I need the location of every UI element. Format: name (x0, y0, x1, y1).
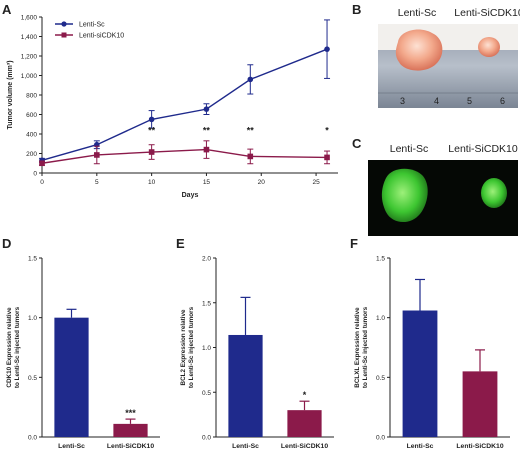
photo-b-label-si: Lenti-SiCDK10 (454, 7, 520, 19)
significance-label: * (325, 126, 329, 136)
data-point (203, 106, 210, 112)
y-axis-label: to Lenti-Sc injected tumors (362, 306, 369, 388)
y-tick-label: 2.0 (202, 256, 211, 263)
panel-label-a: A (2, 2, 12, 17)
data-point (324, 154, 330, 161)
y-tick-label: 1.0 (202, 345, 211, 352)
y-tick-label: 0.0 (28, 435, 37, 442)
legend-label-sc: Lenti-Sc (79, 22, 105, 29)
chart-a: 0 200 400 600 800 1,000 1,200 1,400 1,600 0 5 10 15 2… (7, 15, 338, 199)
data-point (247, 76, 254, 83)
y-tick-label: 600 (26, 112, 37, 119)
bar (54, 317, 89, 437)
panel-label-c: C (352, 136, 362, 151)
series-line (41, 148, 328, 164)
bar (287, 410, 322, 437)
y-tick-label: 0.5 (28, 375, 37, 382)
tumor-sc-fluorescence (381, 168, 428, 223)
x-tick-label: Lenti-Sc (232, 443, 259, 449)
y-axis-label: CDK10 Expression relative (6, 307, 13, 388)
ruler-mark: 4 (434, 96, 439, 106)
y-tick-label: 1,400 (21, 34, 38, 41)
tumor-si-image (478, 37, 500, 57)
significance-label: ** (148, 126, 156, 136)
legend-marker-sc (61, 21, 67, 27)
y-tick-label: 0.5 (202, 390, 211, 397)
chart-d: 0.0 0.5 1.0 1.5 CDK10 Expression relative to … (6, 256, 160, 449)
panel-label-f: F (350, 236, 358, 251)
y-axis-label: to Lenti-Sc injected tumors (14, 306, 21, 388)
y-tick-label: 1.0 (376, 315, 385, 322)
y-axis-label: Tumor volume (mm³) (7, 60, 14, 129)
photo-c-label-si: Lenti-SiCDK10 (448, 143, 518, 155)
x-tick-label: 20 (258, 179, 266, 186)
x-tick-label: 10 (148, 179, 156, 186)
y-axis-label: to Lenti-Sc injected tumors (188, 306, 195, 388)
legend-label-si: Lenti-siCDK10 (79, 33, 124, 40)
ruler-mark: 3 (400, 96, 405, 106)
y-tick-label: 1,600 (21, 15, 38, 22)
panel-label-b: B (352, 2, 361, 17)
y-tick-label: 1.0 (28, 315, 37, 322)
data-point (148, 116, 155, 123)
x-tick-label: Lenti-Sc (58, 443, 85, 449)
significance-label: ** (203, 126, 211, 136)
panel-label-d: D (2, 236, 11, 251)
tumor-sc-image (395, 29, 443, 71)
x-axis-label: Days (182, 192, 199, 199)
data-point (203, 146, 210, 153)
ruler-mark: 5 (467, 96, 472, 106)
photo-panel-c: Lenti-Sc Lenti-SiCDK10 (368, 143, 518, 236)
data-point (247, 153, 254, 160)
data-point (94, 152, 100, 158)
x-tick-label: 5 (95, 179, 99, 186)
x-tick-label: Lenti-SiCDK10 (456, 443, 503, 449)
x-tick-label: 15 (203, 179, 211, 186)
y-tick-label: 0 (33, 171, 37, 178)
bar (228, 334, 263, 437)
x-tick-label: Lenti-Sc (407, 443, 434, 449)
y-tick-label: 0.0 (202, 435, 211, 442)
chart-e: 0.0 0.5 1.0 1.5 2.0 BCL2 Expression relative t… (180, 256, 334, 449)
tumor-si-fluorescence (481, 178, 507, 208)
y-tick-label: 1,200 (21, 54, 38, 61)
bar (402, 310, 438, 437)
y-tick-label: 200 (26, 151, 37, 158)
x-tick-label: 0 (40, 179, 44, 186)
data-point (324, 46, 330, 52)
x-tick-label: 25 (312, 179, 320, 186)
y-tick-label: 1.5 (202, 300, 211, 307)
y-tick-label: 1.5 (28, 256, 37, 263)
panel-label-e: E (176, 236, 185, 251)
y-tick-label: 1.5 (376, 256, 385, 263)
x-tick-label: Lenti-SiCDK10 (281, 443, 328, 449)
significance-label: * (303, 390, 307, 400)
significance-label: *** (125, 408, 136, 418)
x-tick-label: Lenti-SiCDK10 (107, 443, 154, 449)
ruler-mark: 6 (500, 96, 505, 106)
legend-marker-si (61, 32, 67, 38)
chart-f: 0.0 0.5 1.0 1.5 BCLXL Expression relative to … (354, 256, 510, 449)
photo-b-label-sc: Lenti-Sc (398, 7, 437, 19)
series-line (41, 48, 328, 161)
photo-panel-b: 3 4 5 6 Lenti-Sc Lenti-SiCDK10 (378, 7, 520, 108)
data-point (39, 160, 45, 167)
y-axis-label: BCLXL Expression relative (354, 307, 361, 388)
y-tick-label: 400 (26, 132, 37, 139)
bar (113, 423, 148, 437)
y-tick-label: 0.5 (376, 375, 385, 382)
data-point (148, 149, 155, 155)
significance-label: ** (247, 126, 255, 136)
bar (462, 371, 498, 437)
y-tick-label: 1,000 (21, 73, 38, 80)
y-tick-label: 0.0 (376, 435, 385, 442)
y-tick-label: 800 (26, 93, 37, 100)
y-axis-label: BCL2 Expression relative (180, 309, 187, 385)
photo-c-label-sc: Lenti-Sc (390, 143, 429, 155)
